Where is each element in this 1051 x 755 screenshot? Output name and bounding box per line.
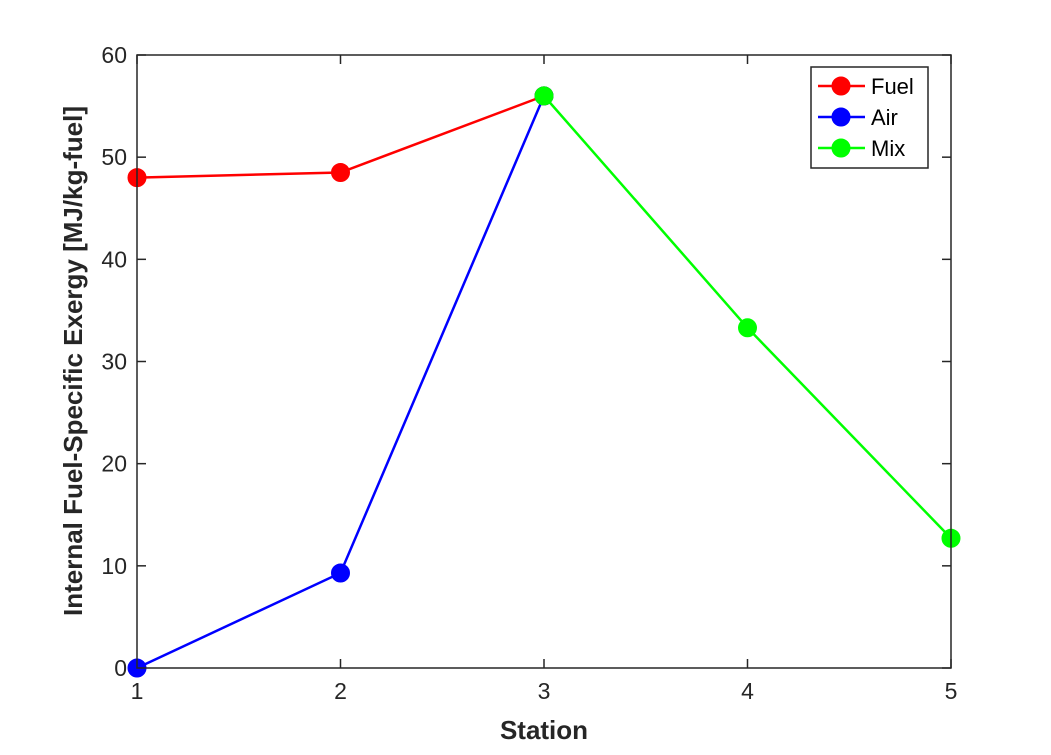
- series-layer: [127, 86, 961, 678]
- x-tick-label: 3: [538, 678, 551, 704]
- legend-label: Mix: [871, 136, 905, 161]
- legend-swatch-marker: [831, 76, 851, 96]
- legend-label: Fuel: [871, 74, 914, 99]
- y-tick-label: 40: [101, 246, 127, 272]
- x-tick-label: 4: [741, 678, 754, 704]
- y-tick-label: 10: [101, 553, 127, 579]
- legend-swatch-marker: [831, 138, 851, 158]
- x-tick-label: 2: [334, 678, 347, 704]
- legend: Fuel Air Mix: [810, 66, 929, 169]
- y-tick-label: 50: [101, 144, 127, 170]
- data-point-mix: [534, 86, 554, 106]
- y-tick-label: 20: [101, 451, 127, 477]
- data-point-fuel: [331, 162, 350, 182]
- plot-box: [136, 54, 952, 669]
- y-axis-label: Internal Fuel-Specific Exergy [MJ/kg-fue…: [58, 106, 88, 616]
- x-tick-label: 1: [131, 678, 144, 704]
- x-tick-label: 5: [945, 678, 958, 704]
- data-point-air: [331, 563, 350, 583]
- legend-item-mix: Mix: [818, 136, 905, 161]
- x-axis-label: Station: [500, 715, 588, 745]
- y-tick-label: 30: [101, 349, 127, 375]
- legend-item-air: Air: [818, 105, 898, 130]
- series-mix: [534, 86, 961, 548]
- y-tick-label: 0: [114, 655, 127, 681]
- legend-item-fuel: Fuel: [818, 74, 914, 99]
- y-tick-label: 60: [101, 42, 127, 68]
- data-point-mix: [738, 318, 757, 338]
- legend-label: Air: [871, 105, 898, 130]
- legend-swatch-marker: [831, 107, 851, 127]
